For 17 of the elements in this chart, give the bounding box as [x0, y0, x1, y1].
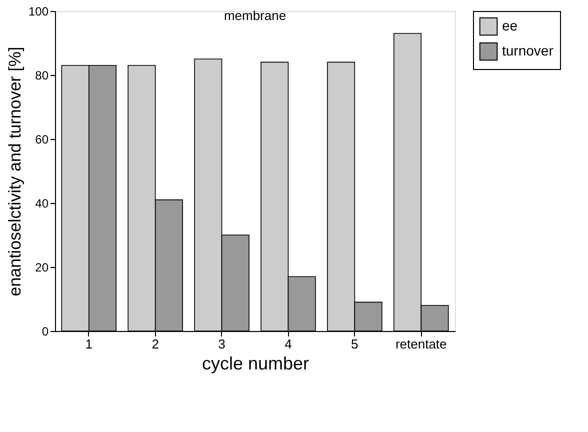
y-tick-label: 20	[35, 260, 49, 274]
x-tick-label: retentate	[395, 336, 447, 352]
x-tick-label: 1	[85, 336, 93, 352]
legend-label: ee	[502, 18, 518, 34]
y-axis-title: enantioselctivity and turnover [%]	[5, 46, 24, 296]
x-tick-label: 3	[218, 336, 226, 352]
chart-title: membrane	[224, 8, 286, 23]
y-tick-label: 60	[35, 132, 49, 146]
y-tick-label: 0	[42, 324, 49, 338]
y-tick-label: 40	[35, 196, 49, 210]
y-tick-label: 100	[28, 4, 49, 18]
y-tick-label: 80	[35, 68, 49, 82]
x-axis-title: cycle number	[202, 354, 310, 374]
x-tick-label: 2	[152, 336, 159, 352]
legend-label: turnover	[502, 42, 554, 58]
x-tick-label: 5	[351, 336, 358, 352]
x-tick-label: 4	[284, 336, 292, 352]
